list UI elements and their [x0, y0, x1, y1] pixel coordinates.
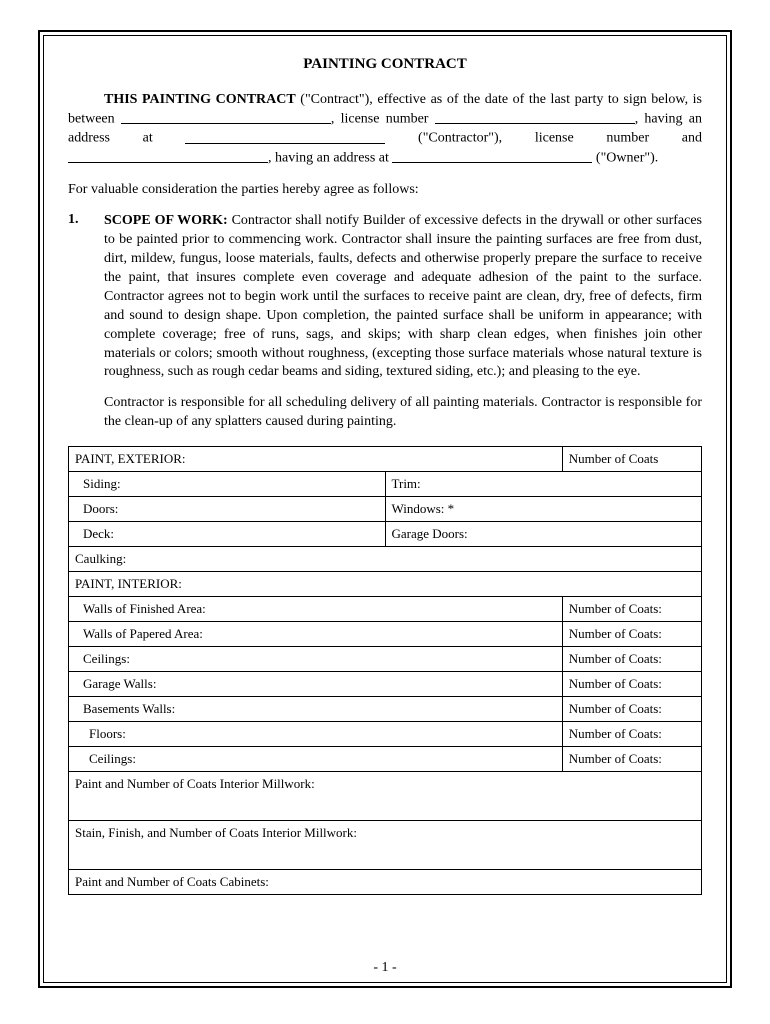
coats-garage-walls[interactable]: Number of Coats:	[562, 672, 701, 697]
section-1-num: 1.	[68, 212, 104, 382]
seg-contractor: ("Contractor"), license number and	[385, 131, 702, 146]
preamble-lead: THIS PAINTING CONTRACT	[104, 92, 296, 107]
row-millwork-stain[interactable]: Stain, Finish, and Number of Coats Inter…	[69, 821, 702, 846]
row-millwork-paint[interactable]: Paint and Number of Coats Interior Millw…	[69, 772, 702, 797]
page-number: - 1 -	[44, 960, 726, 976]
row-ceilings2[interactable]: Ceilings:	[69, 747, 563, 772]
blank-address1[interactable]	[185, 131, 385, 144]
seg-address2: , having an address at	[268, 150, 392, 165]
row-walls-finished[interactable]: Walls of Finished Area:	[69, 597, 563, 622]
page-border-outer: PAINTING CONTRACT THIS PAINTING CONTRACT…	[38, 30, 732, 988]
document-title: PAINTING CONTRACT	[68, 56, 702, 73]
section-1-p2: Contractor is responsible for all schedu…	[104, 394, 702, 432]
row-basement-walls[interactable]: Basements Walls:	[69, 697, 563, 722]
row-windows[interactable]: Windows: *	[385, 497, 701, 522]
ext-header: PAINT, EXTERIOR:	[69, 447, 563, 472]
paint-table: PAINT, EXTERIOR: Number of Coats Siding:…	[68, 446, 702, 895]
row-ceilings[interactable]: Ceilings:	[69, 647, 563, 672]
row-trim[interactable]: Trim:	[385, 472, 701, 497]
section-1-body: SCOPE OF WORK: Contractor shall notify B…	[104, 212, 702, 382]
row-doors[interactable]: Doors:	[69, 497, 385, 522]
section-1-text: Contractor shall notify Builder of exces…	[104, 213, 702, 379]
coats-header: Number of Coats	[562, 447, 701, 472]
seg-owner: ("Owner").	[592, 150, 658, 165]
blank-license1[interactable]	[435, 112, 635, 125]
coats-walls-papered[interactable]: Number of Coats:	[562, 622, 701, 647]
coats-floors[interactable]: Number of Coats:	[562, 722, 701, 747]
coats-walls-finished[interactable]: Number of Coats:	[562, 597, 701, 622]
int-header: PAINT, INTERIOR:	[69, 572, 702, 597]
row-millwork-stain-blank[interactable]	[69, 845, 702, 870]
blank-party1[interactable]	[121, 112, 331, 125]
blank-license2[interactable]	[68, 151, 268, 164]
row-caulking[interactable]: Caulking:	[69, 547, 702, 572]
consideration: For valuable consideration the parties h…	[68, 182, 702, 198]
seg-license: , license number	[331, 111, 435, 126]
row-cabinets[interactable]: Paint and Number of Coats Cabinets:	[69, 870, 702, 895]
row-deck[interactable]: Deck:	[69, 522, 385, 547]
row-garage-doors[interactable]: Garage Doors:	[385, 522, 701, 547]
coats-basement-walls[interactable]: Number of Coats:	[562, 697, 701, 722]
coats-ceilings2[interactable]: Number of Coats:	[562, 747, 701, 772]
row-garage-walls[interactable]: Garage Walls:	[69, 672, 563, 697]
section-1-heading: SCOPE OF WORK:	[104, 213, 228, 228]
preamble: THIS PAINTING CONTRACT ("Contract"), eff…	[68, 91, 702, 168]
row-walls-papered[interactable]: Walls of Papered Area:	[69, 622, 563, 647]
coats-ceilings[interactable]: Number of Coats:	[562, 647, 701, 672]
page-border-inner: PAINTING CONTRACT THIS PAINTING CONTRACT…	[43, 35, 727, 983]
row-floors[interactable]: Floors:	[69, 722, 563, 747]
row-siding[interactable]: Siding:	[69, 472, 385, 497]
row-millwork-paint-blank[interactable]	[69, 796, 702, 821]
blank-address2[interactable]	[392, 151, 592, 164]
section-1: 1. SCOPE OF WORK: Contractor shall notif…	[68, 212, 702, 382]
